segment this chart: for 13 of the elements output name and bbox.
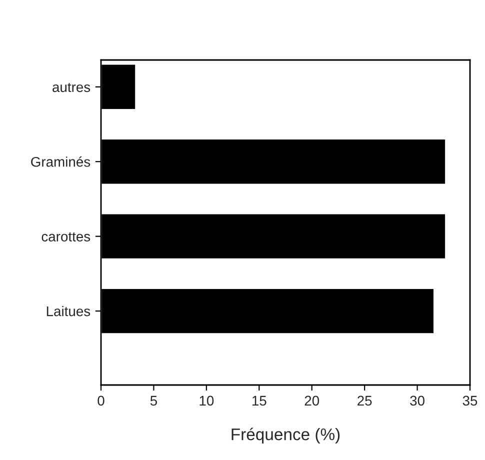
x-tick-label: 35 <box>462 396 478 406</box>
y-tick-label: Laitues <box>46 306 90 316</box>
y-tick-label: autres <box>52 82 90 92</box>
x-tick-label: 5 <box>150 396 157 406</box>
x-axis-title: Fréquence (%) <box>232 428 340 444</box>
y-tick-label: carottes <box>42 232 90 242</box>
x-tick-label: 10 <box>200 396 214 406</box>
y-tick-label: Graminés <box>31 156 90 167</box>
x-tick-label: 30 <box>410 396 424 406</box>
x-tick-label: 15 <box>252 396 266 406</box>
x-tick-label: 0 <box>98 396 104 406</box>
x-tick-label: 25 <box>358 396 372 406</box>
x-tick-label: 20 <box>304 396 320 406</box>
